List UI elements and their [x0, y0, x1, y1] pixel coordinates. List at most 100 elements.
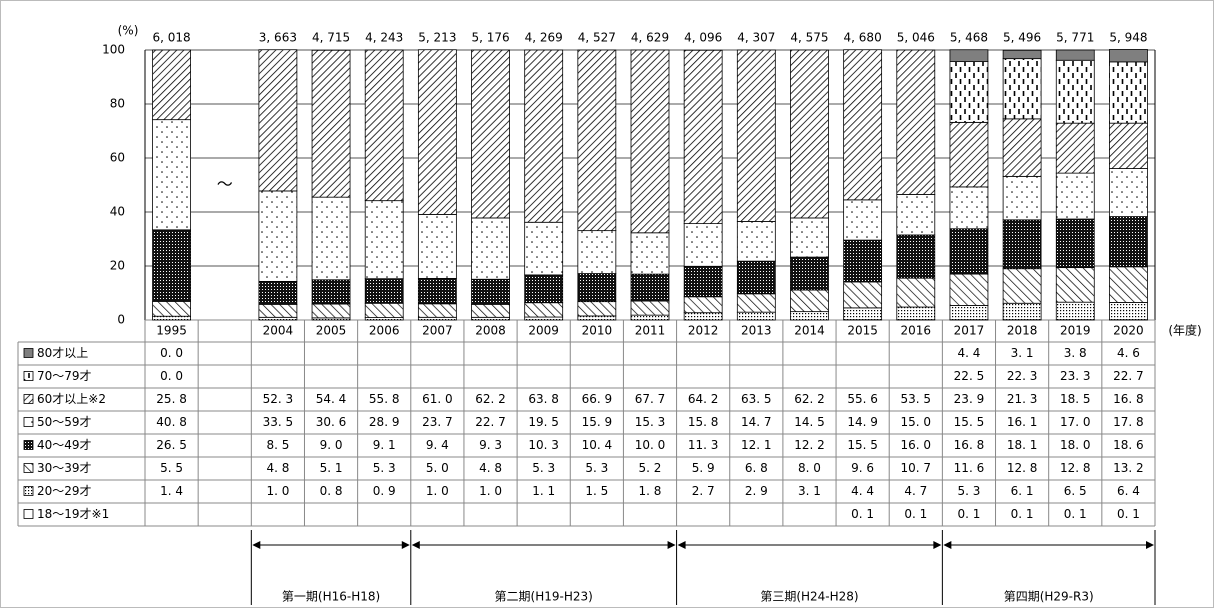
table-cell: 10. 7	[901, 461, 932, 475]
table-cell: 4. 6	[1117, 346, 1140, 360]
x-tick-label: 2006	[369, 324, 400, 338]
legend-swatch	[23, 509, 34, 519]
bar-segment	[524, 221, 564, 276]
table-cell: 4. 8	[479, 461, 502, 475]
table-cell: 22. 5	[954, 369, 985, 383]
bar-segment	[577, 315, 617, 321]
bar-segment	[683, 49, 723, 225]
table-cell: 15. 0	[901, 415, 932, 429]
bar-segment	[949, 121, 989, 188]
table-cell: 5. 9	[692, 461, 715, 475]
bar-segment	[311, 49, 351, 198]
bar-segment	[471, 217, 510, 280]
bar-segment	[1002, 58, 1042, 120]
legend-swatch	[23, 371, 34, 381]
legend-swatch	[23, 440, 34, 450]
bar-segment	[1109, 122, 1148, 169]
bar-segment	[736, 260, 776, 295]
table-cell: 22. 7	[1113, 369, 1144, 383]
table-cell: 18. 5	[1060, 392, 1091, 406]
table-cell: 16. 8	[1113, 392, 1144, 406]
bar-segment	[364, 278, 404, 304]
table-cell: 66. 9	[582, 392, 613, 406]
table-cell: 1. 0	[426, 484, 449, 498]
bar-segment	[1055, 267, 1095, 303]
bar-segment	[258, 280, 298, 305]
bar-segment	[524, 302, 564, 318]
period-label: 第二期(H19-H23)	[495, 590, 593, 604]
table-cell: 22. 3	[1007, 369, 1038, 383]
bar-segment	[577, 273, 617, 303]
bar-segment	[949, 61, 989, 123]
bar-segment	[258, 190, 298, 282]
bar-segment	[364, 200, 404, 280]
gap-mark: ～	[217, 175, 233, 194]
legend-label: 20～29才	[37, 484, 92, 498]
bar-segment	[471, 278, 510, 305]
bar-segment	[790, 311, 829, 321]
table-cell: 23. 7	[422, 415, 453, 429]
x-tick-label: 1995	[156, 324, 187, 338]
legend-swatch	[23, 486, 34, 496]
bar-segment	[896, 49, 936, 195]
total-label: 4, 269	[525, 31, 563, 45]
total-label: 4, 527	[578, 31, 616, 45]
total-label: 5, 213	[418, 31, 456, 45]
bar-segment	[843, 307, 883, 321]
x-tick-label: 2004	[263, 324, 294, 338]
bar-segment	[683, 265, 723, 298]
table-cell: 23. 9	[954, 392, 985, 406]
table-cell: 5. 1	[320, 461, 343, 475]
bar-segment	[630, 273, 670, 302]
period-label: 第一期(H16-H18)	[282, 590, 380, 604]
table-cell: 26. 5	[156, 438, 187, 452]
bar-segment	[949, 228, 989, 275]
x-tick-label: 2013	[741, 324, 772, 338]
bar-segment	[736, 311, 776, 321]
bar-segment	[417, 303, 457, 318]
table-cell: 61. 0	[422, 392, 453, 406]
total-label: 6, 018	[152, 31, 190, 45]
table-cell: 9. 6	[851, 461, 874, 475]
x-tick-label: 2017	[954, 324, 985, 338]
table-cell: 10. 3	[528, 438, 559, 452]
bar-segment	[1109, 61, 1148, 124]
table-cell: 15. 3	[635, 415, 666, 429]
y-unit: (%)	[118, 24, 139, 38]
total-label: 4, 715	[312, 31, 350, 45]
x-tick-label: 2007	[422, 324, 453, 338]
bar-segment	[630, 232, 670, 275]
table-cell: 53. 5	[901, 392, 932, 406]
table-cell: 1. 0	[266, 484, 289, 498]
total-label: 4, 307	[737, 31, 775, 45]
period-label: 第四期(H29-R3)	[1004, 590, 1094, 604]
bar-segment	[152, 49, 191, 121]
bar-segment	[1109, 216, 1148, 268]
bar-segment	[417, 316, 457, 321]
bar-segment	[949, 305, 989, 321]
legend-label: 40～49才	[37, 438, 92, 452]
table-cell: 2. 7	[692, 484, 715, 498]
y-tick-label: 20	[110, 259, 125, 273]
x-unit: (年度)	[1168, 323, 1201, 338]
bar-segment	[1109, 266, 1148, 303]
bar-segment	[949, 273, 989, 306]
table-cell: 3. 1	[1011, 346, 1034, 360]
table-cell: 5. 5	[160, 461, 183, 475]
total-label: 5, 468	[950, 31, 988, 45]
table-cell: 1. 4	[160, 484, 183, 498]
total-label: 3, 663	[259, 31, 297, 45]
table-cell: 14. 9	[847, 415, 878, 429]
table-cell: 9. 4	[426, 438, 449, 452]
table-cell: 10. 0	[635, 438, 666, 452]
table-cell: 0. 1	[1064, 507, 1087, 521]
table-cell: 63. 8	[528, 392, 559, 406]
bar-segment	[1109, 49, 1148, 63]
table-cell: 5. 2	[639, 461, 662, 475]
bar-segment	[471, 303, 510, 318]
bar-segment	[524, 316, 564, 321]
x-tick-label: 2010	[582, 324, 613, 338]
bar-segment	[790, 256, 829, 291]
bar-segment	[258, 49, 298, 192]
bar-segment	[577, 49, 617, 232]
